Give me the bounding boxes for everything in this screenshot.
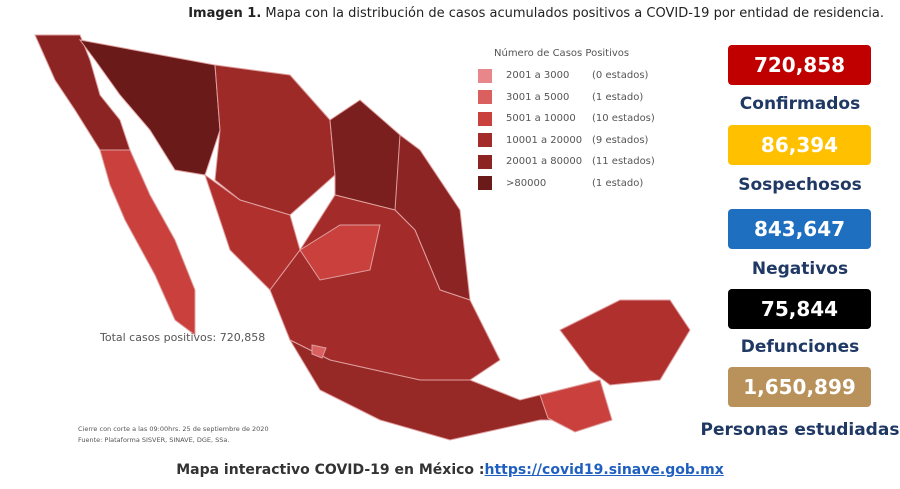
caption-text: Mapa con la distribución de casos acumul… <box>261 6 884 21</box>
legend-range: 10001 a 20000 <box>506 134 583 146</box>
state <box>299 224 381 281</box>
legend-swatch <box>478 111 492 126</box>
stat-value: 75,844 <box>728 289 871 329</box>
legend-count: (11 estados) <box>592 156 655 168</box>
stat-value: 720,858 <box>728 45 871 85</box>
legend-swatch <box>478 176 492 191</box>
legend-item: 5001 a 10000 (10 estados) <box>478 108 668 130</box>
footer: Mapa interactivo COVID-19 en México :htt… <box>0 462 900 478</box>
map <box>34 34 691 441</box>
notes: Cierre con corte a las 09:00hrs. 25 de s… <box>78 424 269 446</box>
stat-label: Confirmados <box>739 94 861 114</box>
caption: Imagen 1. Mapa con la distribución de ca… <box>188 6 884 21</box>
legend-range: 2001 a 3000 <box>506 70 570 82</box>
legend-range: 3001 a 5000 <box>506 91 570 103</box>
stat-label: Negativos <box>751 259 849 279</box>
stat-label: Personas estudiadas <box>700 420 900 440</box>
note: Cierre con corte a las 09:00hrs. 25 de s… <box>78 425 269 433</box>
legend-item: 20001 a 80000 (11 estados) <box>478 151 668 173</box>
state <box>559 299 691 386</box>
stat-value: 86,394 <box>728 125 871 165</box>
total-cases: Total casos positivos: 720,858 <box>100 331 266 344</box>
caption-label: Imagen 1. <box>188 6 262 21</box>
legend-item: >80000 (1 estado) <box>478 173 668 195</box>
legend: Número de Casos Positivos 2001 a 3000 (0 … <box>478 48 668 194</box>
legend-range: 5001 a 10000 <box>506 113 576 125</box>
state <box>214 64 336 216</box>
note: Fuente: Plataforma SISVER, SINAVE, DGE, … <box>78 436 230 444</box>
legend-item: 3001 a 5000 (1 estado) <box>478 87 668 109</box>
legend-count: (1 estado) <box>592 177 644 189</box>
legend-item: 2001 a 3000 (0 estados) <box>478 65 668 87</box>
stat-label: Sospechosos <box>738 175 862 195</box>
legend-swatch <box>478 90 492 105</box>
footer-text: Mapa interactivo COVID-19 en México : <box>176 462 485 478</box>
legend-count: (1 estado) <box>592 91 644 103</box>
footer-link[interactable]: https://covid19.sinave.gob.mx <box>484 462 724 478</box>
stat-label: Defunciones <box>740 337 860 357</box>
legend-count: (0 estados) <box>592 70 649 82</box>
stat-value: 843,647 <box>728 209 871 249</box>
state <box>311 344 327 359</box>
legend-swatch <box>478 154 492 169</box>
legend-swatch <box>478 133 492 148</box>
state <box>99 149 196 336</box>
legend-title: Número de Casos Positivos <box>494 48 630 59</box>
legend-count: (10 estados) <box>592 113 655 125</box>
legend-swatch <box>478 68 492 83</box>
legend-item: 10001 a 20000 (9 estados) <box>478 130 668 152</box>
legend-count: (9 estados) <box>592 134 649 146</box>
legend-range: 20001 a 80000 <box>506 156 583 168</box>
stat-value: 1,650,899 <box>728 367 871 407</box>
legend-range: >80000 <box>506 177 547 189</box>
state <box>539 379 613 433</box>
